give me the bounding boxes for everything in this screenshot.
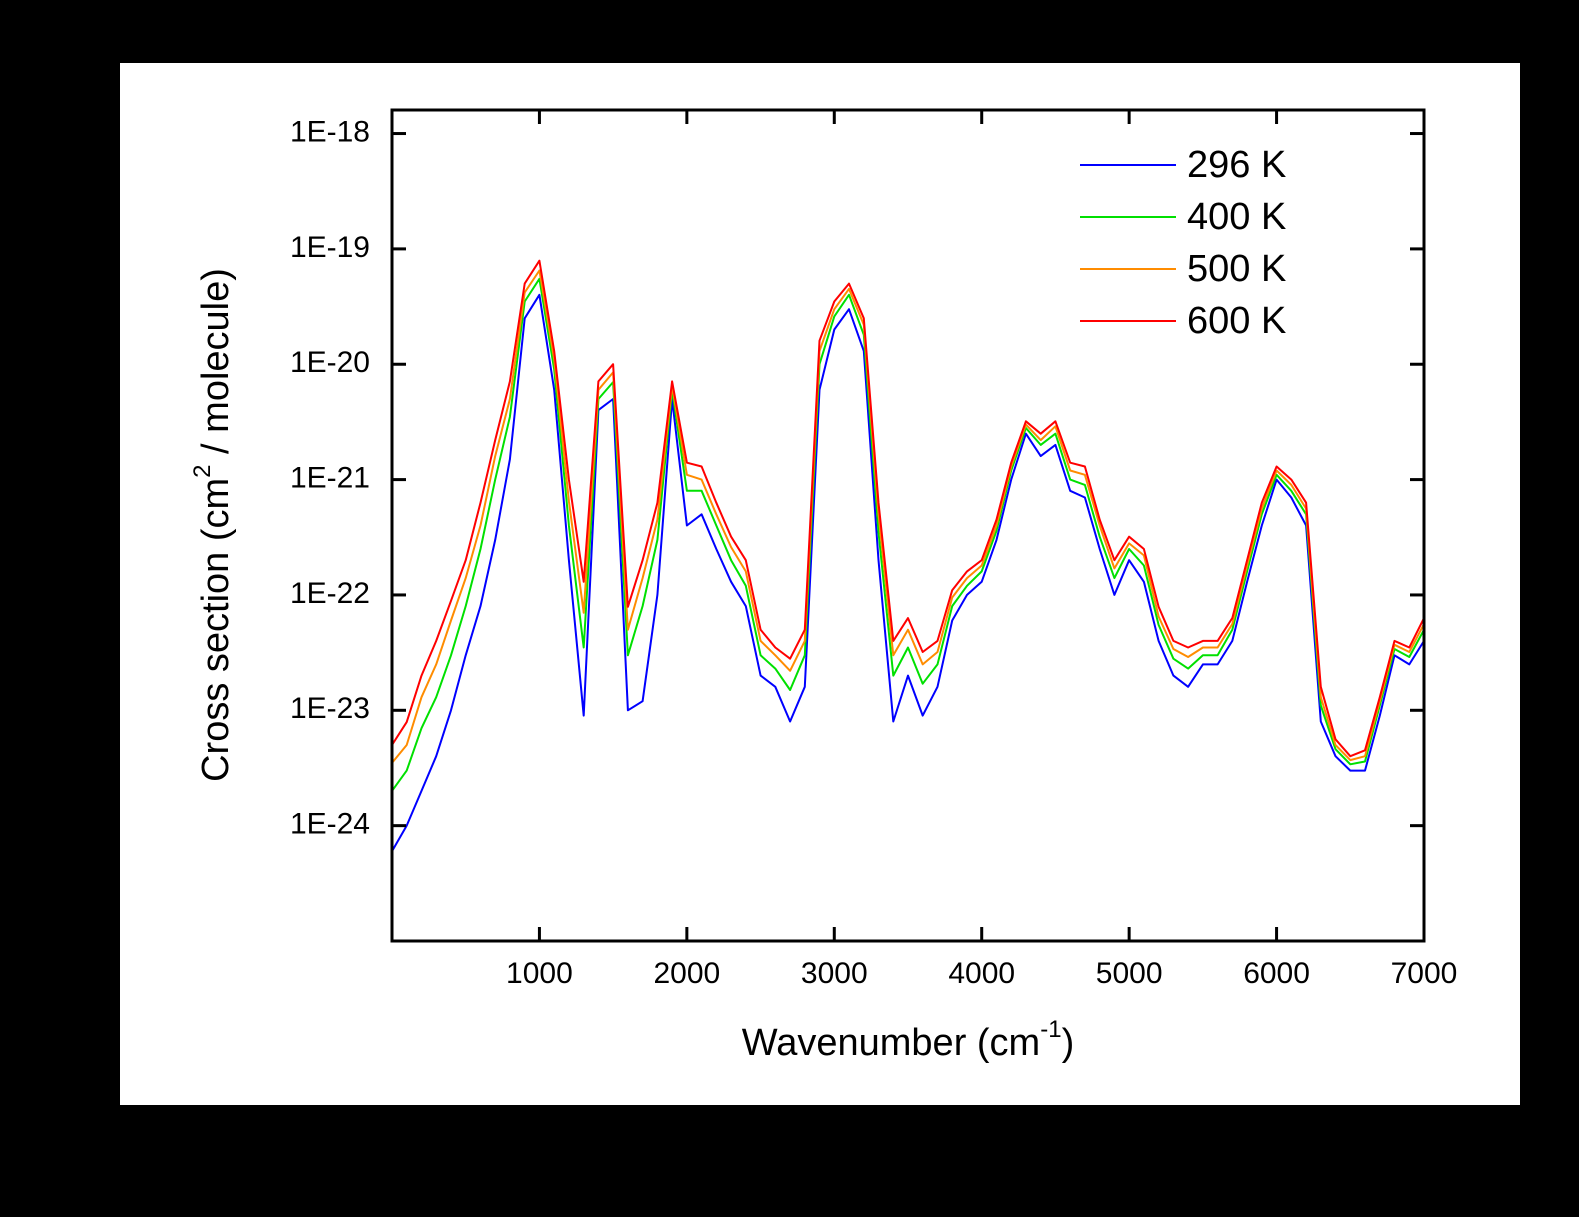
- x-tick-label: 3000: [801, 957, 868, 990]
- y-tick-label: 1E-18: [290, 115, 370, 148]
- x-label-text: Wavenumber (cm: [742, 1022, 1040, 1064]
- x-label-end: ): [1062, 1022, 1075, 1064]
- legend-label: 500 K: [1187, 248, 1286, 290]
- x-tick-label: 1000: [506, 957, 573, 990]
- legend-label: 600 K: [1187, 300, 1286, 342]
- y-label-end: / molecule): [195, 268, 237, 464]
- x-axis-label: Wavenumber (cm-1): [742, 1016, 1074, 1064]
- data-line: [392, 259, 1424, 758]
- x-tick-label: 5000: [1096, 957, 1163, 990]
- y-axis-label: Cross section (cm2 / molecule): [189, 268, 237, 782]
- plot-frame: [390, 108, 1426, 943]
- x-tick-label: 6000: [1243, 957, 1310, 990]
- legend-label: 296 K: [1187, 144, 1286, 186]
- y-tick-label: 1E-21: [290, 462, 370, 495]
- chart-panel: [120, 63, 1520, 1105]
- data-line: [392, 277, 1424, 792]
- x-label-sup: -1: [1040, 1016, 1061, 1043]
- y-tick-label: 1E-24: [290, 808, 370, 841]
- x-tick-label: 7000: [1391, 957, 1458, 990]
- x-tick-label: 4000: [948, 957, 1015, 990]
- legend-label: 400 K: [1187, 196, 1286, 238]
- data-line: [392, 269, 1424, 764]
- data-line: [392, 293, 1424, 852]
- y-label-sup: 2: [189, 464, 216, 477]
- y-tick-label: 1E-20: [290, 346, 370, 379]
- x-tick-label: 2000: [653, 957, 720, 990]
- y-tick-label: 1E-22: [290, 577, 370, 610]
- y-tick-label: 1E-19: [290, 231, 370, 264]
- y-label-text: Cross section (cm: [195, 478, 237, 782]
- y-tick-label: 1E-23: [290, 692, 370, 725]
